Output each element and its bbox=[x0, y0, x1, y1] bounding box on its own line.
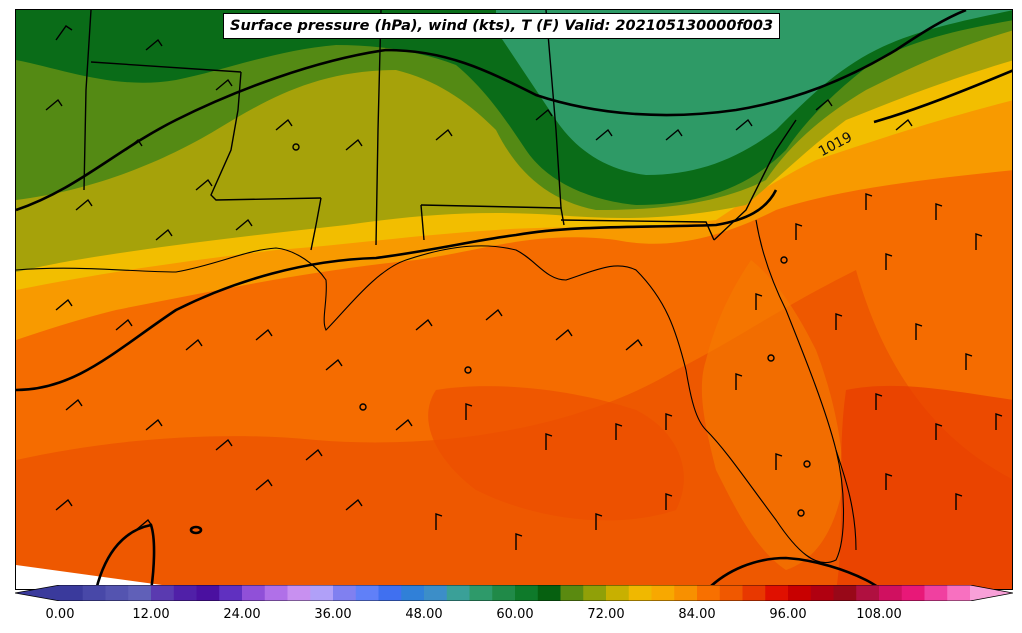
colorbar-tick-label: 0.00 bbox=[45, 607, 75, 622]
colorbar-segment bbox=[833, 585, 857, 601]
colorbar-segment bbox=[355, 585, 379, 601]
colorbar-segment bbox=[310, 585, 334, 601]
colorbar-segment bbox=[60, 585, 84, 601]
coastline bbox=[16, 219, 857, 564]
map-canvas bbox=[16, 10, 1012, 589]
colorbar-segment bbox=[606, 585, 630, 601]
colorbar-tick-label: 60.00 bbox=[496, 607, 534, 622]
colorbar-segment bbox=[492, 585, 516, 601]
colorbar-segment bbox=[879, 585, 903, 601]
weather-map: 1019 bbox=[15, 9, 1013, 590]
gulf-warm-pool bbox=[428, 386, 684, 521]
colorbar-segment bbox=[378, 585, 402, 601]
colorbar-segment bbox=[765, 585, 789, 601]
station-circles bbox=[292, 143, 811, 517]
colorbar-segment bbox=[947, 585, 971, 601]
atlantic-warm-pool bbox=[836, 385, 1012, 589]
colorbar-segment bbox=[697, 585, 721, 601]
isobars bbox=[16, 10, 1012, 589]
florida-shading bbox=[701, 260, 844, 570]
colorbar-segment bbox=[810, 585, 834, 601]
colorbar-segment bbox=[219, 585, 243, 601]
colorbar-segment bbox=[264, 585, 288, 601]
colorbar-segment bbox=[242, 585, 266, 601]
colorbar-tick-label: 36.00 bbox=[314, 607, 352, 622]
colorbar bbox=[15, 585, 1013, 601]
colorbar-segment bbox=[515, 585, 539, 601]
colorbar-segment bbox=[105, 585, 129, 601]
colorbar-segment bbox=[628, 585, 652, 601]
colorbar-tick-label: 96.00 bbox=[769, 607, 807, 622]
colorbar-segment bbox=[82, 585, 106, 601]
colorbar-segment bbox=[424, 585, 448, 601]
colorbar-segment bbox=[856, 585, 880, 601]
colorbar-tick-label: 48.00 bbox=[405, 607, 443, 622]
colorbar-segment bbox=[333, 585, 357, 601]
colorbar-extend-max bbox=[970, 585, 1013, 601]
colorbar-segment bbox=[583, 585, 607, 601]
colorbar-tick-label: 24.00 bbox=[223, 607, 261, 622]
colorbar-segment bbox=[742, 585, 766, 601]
colorbar-segment bbox=[287, 585, 311, 601]
wind-barbs bbox=[45, 25, 1003, 550]
colorbar-segment bbox=[446, 585, 470, 601]
temp-band-coldest bbox=[496, 10, 1012, 175]
colorbar-segment bbox=[151, 585, 175, 601]
colorbar-segment bbox=[537, 585, 561, 601]
colorbar-tick-label: 72.00 bbox=[587, 607, 625, 622]
colorbar-segment bbox=[788, 585, 812, 601]
colorbar-tick-label: 84.00 bbox=[678, 607, 716, 622]
colorbar-segment bbox=[651, 585, 675, 601]
colorbar-segment bbox=[924, 585, 948, 601]
map-title: Surface pressure (hPa), wind (kts), T (F… bbox=[223, 13, 781, 39]
no-data-area bbox=[16, 565, 192, 589]
colorbar-segment bbox=[674, 585, 698, 601]
colorbar-segment bbox=[719, 585, 743, 601]
colorbar-segment bbox=[128, 585, 152, 601]
colorbar-tick-label: 12.00 bbox=[132, 607, 170, 622]
colorbar-segment bbox=[173, 585, 197, 601]
colorbar-extend-min bbox=[15, 585, 60, 601]
colorbar-segment bbox=[196, 585, 220, 601]
colorbar-segment bbox=[560, 585, 584, 601]
colorbar-segment bbox=[401, 585, 425, 601]
colorbar-segment bbox=[469, 585, 493, 601]
colorbar-segment bbox=[901, 585, 925, 601]
colorbar-tick-label: 108.00 bbox=[856, 607, 902, 622]
